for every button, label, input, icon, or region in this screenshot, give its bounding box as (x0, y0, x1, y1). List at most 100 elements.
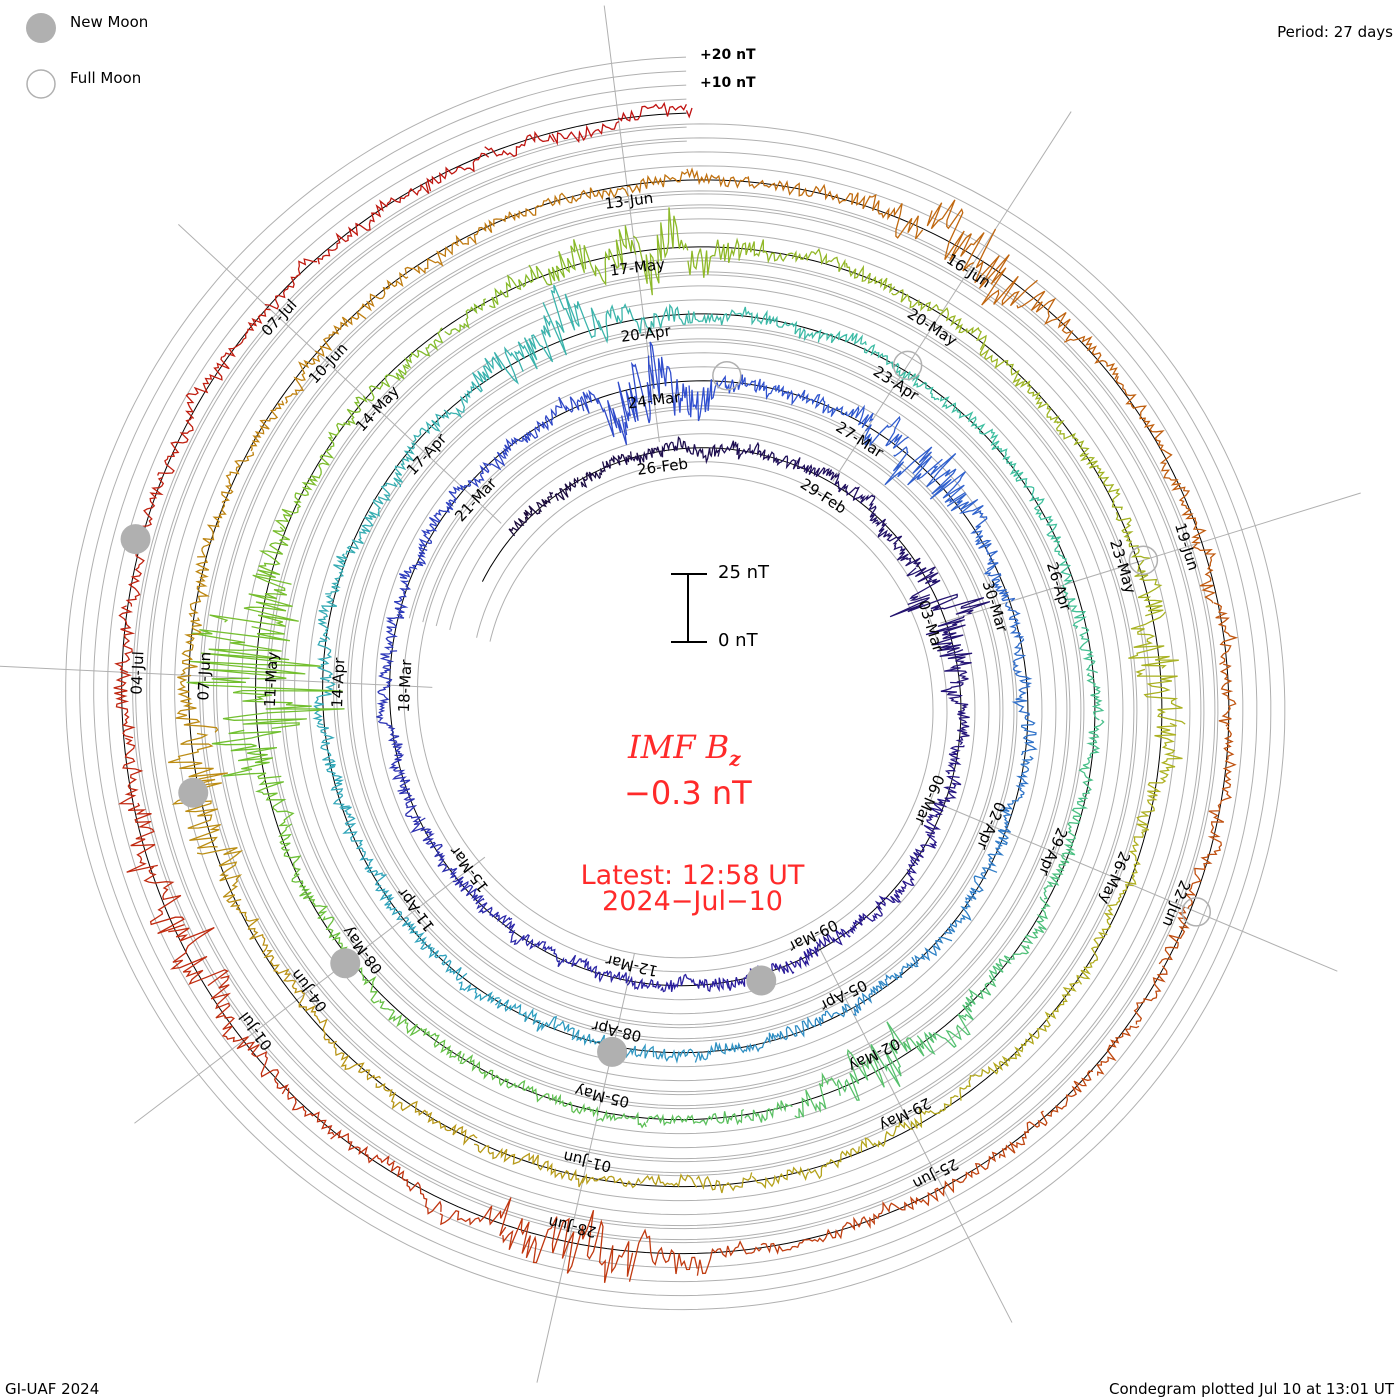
bz-trace-segment (418, 513, 442, 548)
bz-trace-segment (815, 928, 851, 949)
grid-ring (135, 126, 1216, 1241)
grid-spoke (603, 5, 660, 443)
bz-trace-segment (376, 684, 391, 722)
latest-time: Latest: 12:58 UT (580, 860, 805, 891)
baseline-ring (121, 112, 1230, 1255)
bz-trace-segment (774, 1016, 815, 1041)
bz-trace-segment (749, 441, 777, 464)
bz-trace-segment (581, 1173, 641, 1189)
bz-trace-segment (604, 451, 633, 469)
bz-trace-segment (959, 1060, 1004, 1101)
bz-trace-segment (1101, 883, 1134, 934)
bz-trace-segment (807, 1146, 860, 1180)
bz-trace-segment (377, 720, 403, 755)
date-label: 03-Mar (914, 598, 947, 655)
bz-trace-segment (594, 970, 630, 984)
bz-trace-segment (426, 1111, 478, 1146)
bz-trace-segment (404, 327, 444, 369)
current-value: −0.3 nT (624, 774, 752, 812)
bz-trace-segment (186, 677, 345, 730)
bz-trace-segment (513, 315, 554, 372)
grid-ring (149, 140, 1202, 1227)
bz-trace-segment (687, 237, 740, 278)
bz-trace-segment (444, 298, 487, 336)
bz-trace-segment (439, 1197, 512, 1237)
bz-trace-segment (443, 373, 483, 419)
grid-ring (107, 98, 1244, 1269)
bz-trace-segment (914, 936, 953, 965)
bz-trace-segment (505, 1079, 552, 1103)
bz-trace-segment (229, 901, 269, 954)
bz-trace-segment (860, 1121, 914, 1153)
moon-markers (120, 350, 1212, 1067)
bz-trace-segment (330, 1129, 396, 1166)
bz-trace-segment (278, 823, 302, 877)
bz-trace-segment (939, 648, 973, 683)
bz-trace-segment (1052, 536, 1074, 586)
bz-trace-segment (307, 436, 335, 486)
bz-trace-segment (695, 1172, 753, 1194)
bz-trace-segment (925, 615, 966, 654)
date-label: 20-Apr (620, 322, 673, 346)
title-text: IMF B (628, 728, 730, 766)
bz-trace-segment (484, 130, 555, 158)
bz-trace-segment (312, 681, 336, 726)
bz-trace-segment (869, 193, 924, 240)
bz-trace-segment (197, 503, 227, 558)
bz-trace-segment (459, 1053, 507, 1087)
bz-trace-segment (910, 1094, 959, 1129)
bz-trace-segment (375, 884, 403, 921)
grid-spirals (65, 56, 1286, 1311)
bz-trace-segment (628, 1228, 698, 1282)
bz-trace-segment (250, 400, 285, 452)
bz-trace-segment (717, 440, 750, 460)
bz-trace-segment (646, 1113, 697, 1127)
bz-trace-segment (633, 207, 689, 296)
scale-bar-icon (671, 573, 707, 643)
bz-trace-segment (1020, 715, 1038, 756)
bz-trace-segment (291, 873, 329, 920)
bz-trace-segment (617, 101, 687, 122)
bz-trace-segment (1076, 931, 1108, 985)
bz-trace-segment (747, 176, 808, 197)
bz-trace-segment (1115, 376, 1155, 431)
bz-trace-segment (157, 417, 194, 476)
bz-trace-segment (542, 284, 602, 356)
bz-trace-segment (735, 1032, 777, 1054)
legend-full-moon: Full Moon (70, 69, 142, 87)
bz-trace-segment (819, 330, 867, 346)
bz-trace-segment (863, 415, 909, 449)
bz-trace-segment (551, 121, 620, 146)
bz-trace-segment (847, 912, 878, 935)
grid-ring (79, 70, 1272, 1297)
full-moon-icon (892, 350, 923, 381)
bz-trace-segment (455, 212, 511, 246)
ring-label-10: +10 nT (700, 75, 756, 91)
bz-trace-segment (659, 436, 691, 458)
bz-trace-segment (1086, 672, 1105, 721)
bz-trace-segment (776, 320, 822, 343)
bz-trace-segment (580, 461, 606, 489)
bz-trace-segment (813, 1003, 851, 1028)
ring-label-20: +20 nT (700, 47, 756, 63)
grid-spoke (0, 665, 433, 688)
bz-trace-segment (626, 170, 688, 194)
bz-trace-segment (489, 436, 518, 471)
bz-trace-segment (316, 724, 336, 769)
bz-trace-segment (660, 973, 696, 993)
date-label: 18-Mar (395, 658, 416, 712)
bz-trace-segment (687, 309, 735, 326)
bz-trace-segment (1029, 496, 1061, 540)
bz-trace-segment (875, 518, 903, 547)
grid-ring (93, 84, 1258, 1283)
title-subscript: z (729, 746, 741, 771)
bz-trace-segment (459, 462, 492, 489)
bz-trace-segment (263, 950, 306, 995)
grid-spoke (178, 224, 502, 524)
bz-trace-segment (393, 580, 412, 617)
bz-trace-segment (554, 477, 579, 502)
bz-trace-segment (564, 954, 598, 975)
bz-trace-segment (834, 472, 860, 502)
bz-trace-segment (404, 241, 459, 275)
